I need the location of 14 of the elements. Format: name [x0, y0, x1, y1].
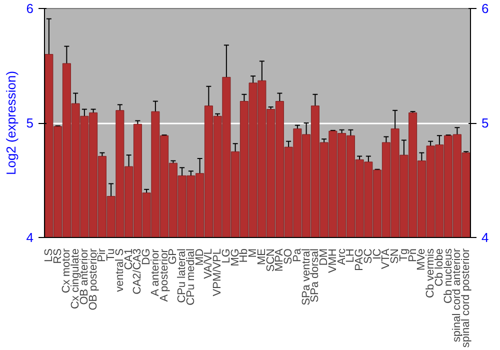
y-tick-label: 4 — [26, 230, 34, 245]
y2-tick-label: 6 — [482, 1, 489, 16]
y-axis-title: Log2 (expression) — [3, 70, 18, 176]
y-tick-label: 6 — [26, 1, 34, 16]
x-tick-label: Cb lobe — [433, 248, 446, 286]
y2-tick-label: 4 — [482, 230, 489, 245]
x-tick-label: spinal cord posterior — [460, 248, 472, 348]
x-tick-label: Tg — [398, 248, 410, 262]
x-tick-label: CPu medial — [184, 248, 197, 306]
x-tick-label: VMH — [326, 248, 339, 273]
y-tick-label: 5 — [26, 116, 34, 130]
x-tick-label: RS — [52, 248, 64, 264]
y2-tick-label: 5 — [482, 116, 489, 130]
x-tick-label: Pa — [291, 248, 304, 262]
